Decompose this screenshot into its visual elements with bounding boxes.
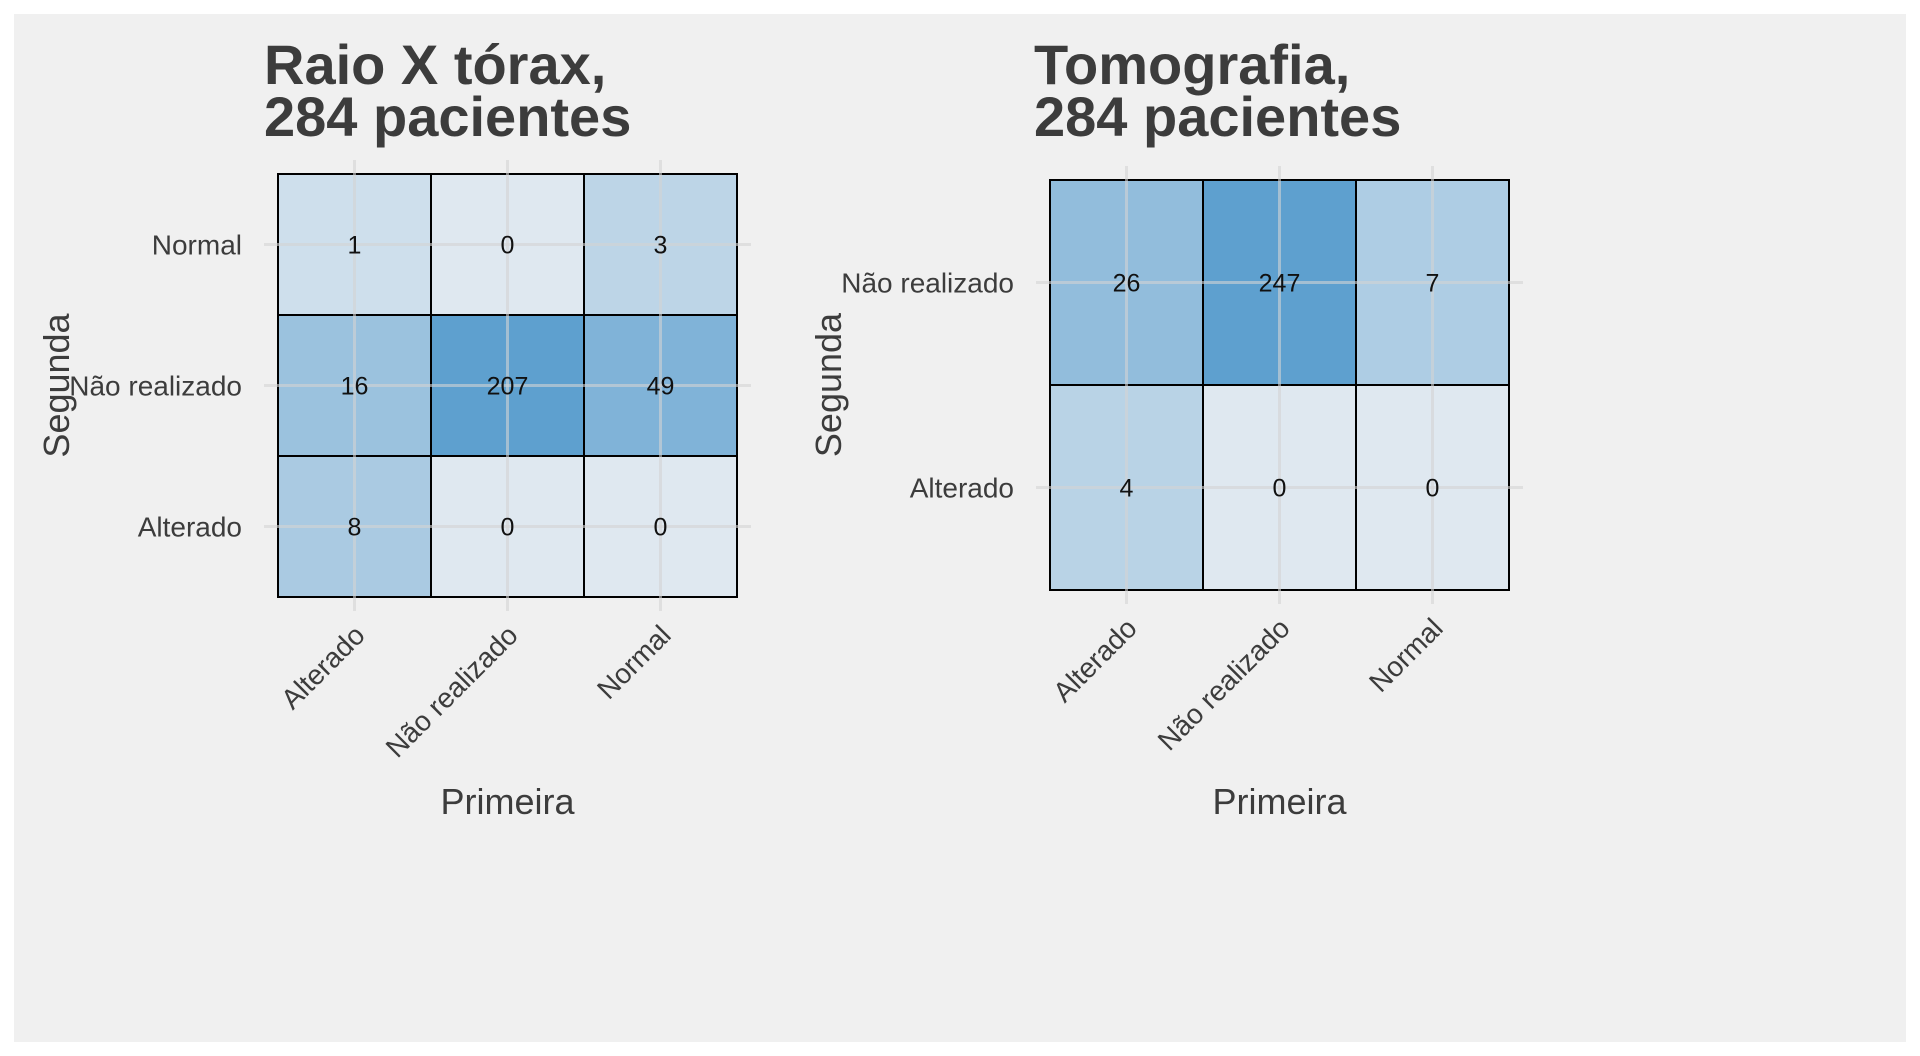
x-tick-label: Normal (1363, 612, 1449, 698)
cell-value-label: 207 (487, 373, 529, 401)
cell-value-label: 26 (1113, 270, 1141, 298)
chart-title-line-1: Raio X tórax, (264, 33, 606, 96)
x-tick-label: Alterado (275, 619, 371, 715)
cell-value-label: 4 (1120, 475, 1134, 503)
x-tick-label: Não realizado (380, 619, 524, 763)
cell-value-label: 0 (501, 232, 515, 260)
y-axis-label: Segunda (808, 312, 849, 457)
cell-value-label: 8 (348, 514, 362, 542)
cell-value-label: 49 (647, 373, 675, 401)
y-tick-label: Normal (152, 230, 242, 261)
cell-value-label: 1 (348, 232, 362, 260)
heatmap-1: Raio X tórax,284 pacientes 1 0 3 16 207 49 8 0 0 N… (36, 33, 751, 822)
chart-title-line-2: 284 pacientes (1034, 85, 1401, 148)
y-tick-label: Não realizado (841, 268, 1014, 299)
cell-value-label: 0 (1426, 475, 1440, 503)
x-tick-label: Não realizado (1152, 612, 1296, 756)
cell-value-label: 3 (654, 232, 668, 260)
x-axis-label: Primeira (440, 781, 575, 822)
y-tick-label: Alterado (910, 473, 1014, 504)
x-tick-label: Alterado (1047, 612, 1143, 708)
cell-value-label: 247 (1259, 270, 1301, 298)
heatmap-2: Tomografia,284 pacientes 26 247 7 4 0 0 Não rea… (808, 33, 1523, 822)
y-tick-label: Alterado (138, 512, 242, 543)
chart-panel: Raio X tórax, 284 pacientes 1 0 3 16 207 49 8 0 0 N… (14, 14, 1906, 1042)
x-axis-label: Primeira (1212, 781, 1347, 822)
cell-value-label: 16 (341, 373, 369, 401)
x-tick-label: Normal (591, 619, 677, 705)
cell-value-label: 0 (501, 514, 515, 542)
chart-title-line-2: 284 pacientes (264, 85, 631, 148)
y-tick-label: Não realizado (69, 371, 242, 402)
chart-title-line-1: Tomografia, (1034, 33, 1350, 96)
cell-value-label: 0 (1273, 475, 1287, 503)
y-axis-label: Segunda (36, 312, 77, 457)
cell-value-label: 7 (1426, 270, 1440, 298)
cell-value-label: 0 (654, 514, 668, 542)
